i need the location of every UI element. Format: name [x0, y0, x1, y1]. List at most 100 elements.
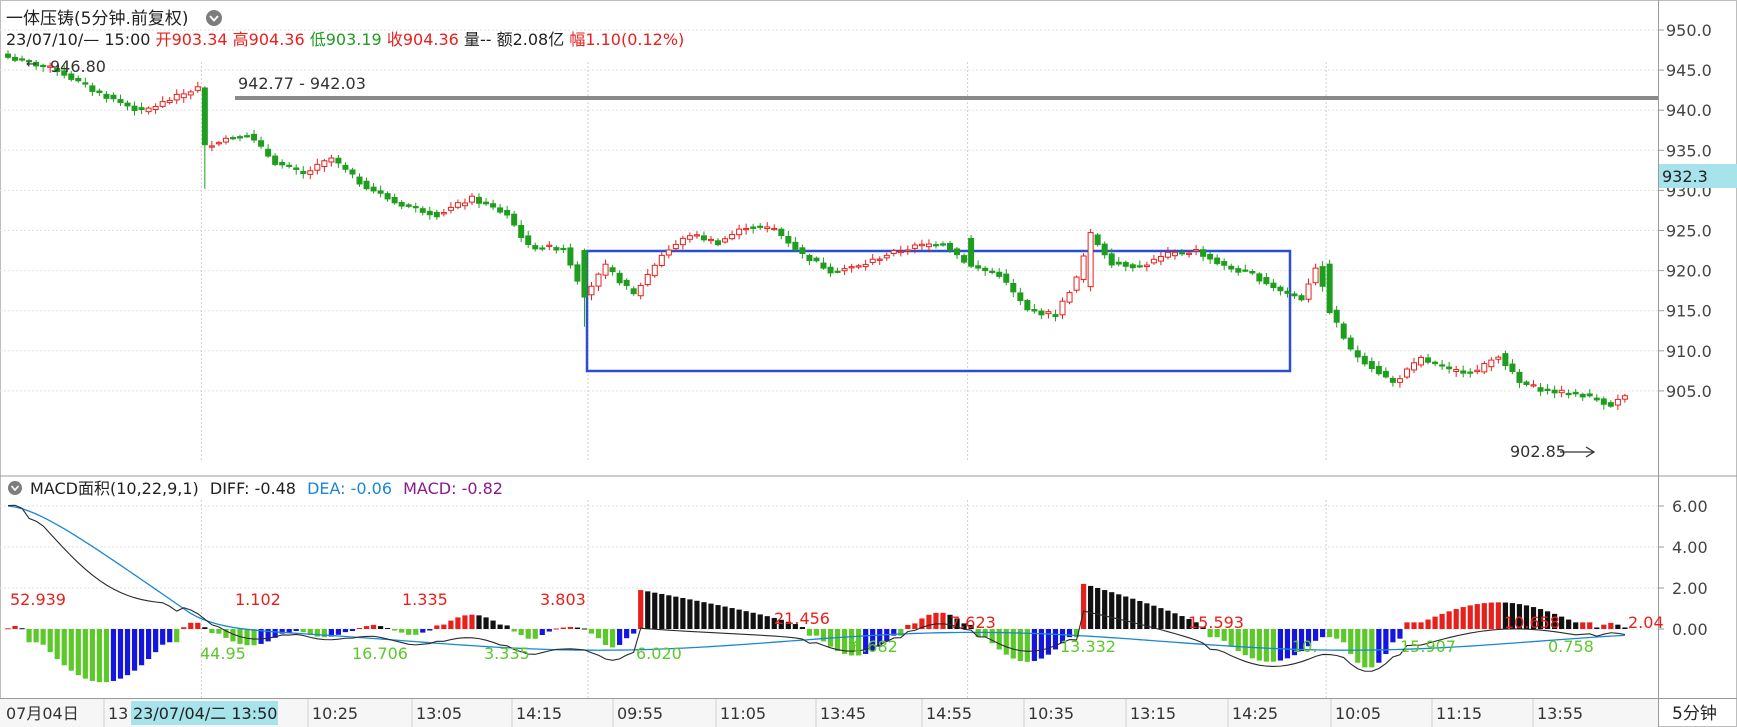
macd-legend: MACD面积(10,22,9,1) DIFF: -0.48 DEA: -0.06…: [30, 479, 503, 498]
macd-bar: [1010, 629, 1016, 659]
macd-bar: [33, 629, 39, 643]
macd-bar: [1362, 629, 1368, 668]
macd-bar: [926, 614, 932, 629]
macd-bar: [117, 629, 124, 679]
price-tick-label: 945.0: [1666, 61, 1712, 80]
candle-body: [1375, 365, 1382, 375]
time-axis-label: 09:55: [617, 704, 663, 723]
macd-bar: [1530, 607, 1537, 629]
macd-bar: [624, 629, 630, 639]
candle-body: [827, 266, 834, 274]
candle-body: [729, 234, 736, 240]
time-axis-label: 13:05: [416, 704, 462, 723]
macd-bar: [799, 627, 805, 629]
candle-body: [890, 250, 897, 254]
macd-bar: [1432, 616, 1438, 629]
period-button[interactable]: 5分钟: [1672, 704, 1717, 724]
candle-body: [145, 107, 152, 113]
candle-body: [574, 264, 581, 282]
macd-bar: [785, 621, 791, 629]
candle-body: [504, 209, 511, 216]
candle-body: [1108, 253, 1115, 266]
macd-bar: [532, 629, 538, 639]
candle-body: [672, 243, 679, 250]
macd-bar: [1066, 629, 1073, 638]
macd-bar: [841, 629, 848, 654]
macd-bar: [1320, 629, 1326, 638]
candle-body: [686, 235, 693, 240]
time-axis-label: 10:25: [312, 704, 358, 723]
macd-bar: [813, 629, 820, 636]
macd-bar: [1144, 603, 1150, 629]
low-annotation: 902.85: [1510, 442, 1566, 461]
candle-body: [1270, 282, 1277, 289]
candle-body: [75, 77, 82, 82]
candle-body: [194, 86, 201, 91]
macd-bar: [392, 629, 398, 631]
macd-bar: [356, 627, 363, 629]
candle-body: [1593, 397, 1600, 401]
macd-bar: [574, 627, 581, 629]
candle-body: [244, 135, 251, 138]
macd-bar: [448, 620, 454, 629]
macd-options-icon[interactable]: [8, 481, 22, 495]
macd-bar: [525, 629, 531, 639]
candle-body: [1157, 255, 1164, 262]
candle-body: [1396, 378, 1403, 383]
candle-body: [1017, 292, 1024, 302]
candle-body: [1003, 273, 1010, 283]
macd-bar: [1580, 622, 1586, 629]
candle-body: [314, 163, 321, 171]
macd-bar: [293, 629, 299, 632]
candle-body: [813, 257, 820, 262]
macd-bar: [406, 629, 412, 635]
candle-body: [1087, 232, 1094, 288]
macd-bar: [1179, 616, 1185, 629]
candle-body: [862, 263, 869, 268]
candle-body: [1579, 393, 1586, 398]
macd-bar: [1017, 629, 1023, 661]
candle-body: [1129, 264, 1136, 269]
macd-bar: [1355, 629, 1361, 663]
candle-body: [412, 206, 419, 209]
candle-body: [609, 267, 616, 273]
macd-bar: [1102, 590, 1108, 629]
candle-body: [1488, 359, 1495, 368]
candle-body: [19, 58, 26, 61]
macd-bar: [441, 624, 447, 629]
candle-body: [1537, 387, 1544, 392]
time-axis: 07月04日 13 10:25 13:05 14:15 09:55 11:05 13:45 14…: [6, 699, 1583, 727]
candle-body: [546, 244, 553, 247]
macd-bar: [469, 614, 475, 629]
candle-body: [265, 148, 272, 157]
macd-bar: [1116, 594, 1122, 629]
candle-body: [658, 254, 665, 267]
price-tick-label: 920.0: [1666, 262, 1712, 281]
candle-body: [750, 226, 757, 229]
macd-bar: [1165, 610, 1171, 629]
candle-body: [700, 235, 707, 241]
macd-bar: [385, 627, 391, 629]
candle-body: [947, 242, 954, 251]
candle-body: [560, 247, 567, 251]
macd-bar: [666, 595, 672, 629]
candle-body: [567, 247, 574, 266]
candle-body: [595, 273, 602, 287]
candle-body: [497, 207, 504, 213]
candle-body: [637, 284, 644, 297]
macd-bar: [413, 629, 419, 635]
macd-tick-label: 6.00: [1672, 497, 1708, 516]
macd-bar: [1369, 629, 1375, 668]
candle-body: [736, 228, 743, 236]
candle-body: [1516, 371, 1523, 383]
chart-options-icon[interactable]: [206, 10, 222, 26]
macd-bar: [75, 629, 81, 676]
candle-body: [841, 268, 848, 272]
candle-body: [1242, 269, 1249, 272]
candle-body: [511, 213, 518, 226]
candle-body: [89, 85, 96, 92]
candle-body: [82, 82, 89, 85]
macd-area-label-negative: 0.758: [1548, 637, 1594, 656]
macd-bar: [244, 629, 250, 646]
